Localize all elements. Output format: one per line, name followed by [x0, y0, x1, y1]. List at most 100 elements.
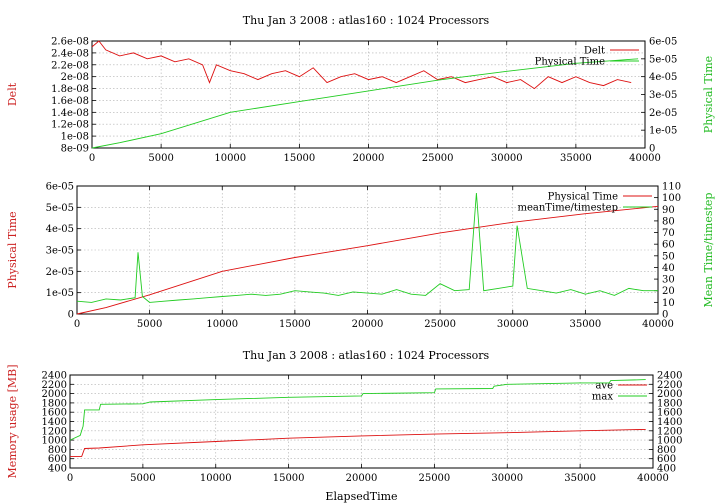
- x-tick-label: 30000: [497, 319, 529, 330]
- series-line-max: [69, 379, 646, 441]
- y2-tick-label: 80: [662, 216, 675, 227]
- y2-tick-label: 30: [662, 275, 675, 286]
- x-tick-label: 15000: [273, 473, 305, 484]
- x-tick-label: 40000: [642, 319, 674, 330]
- y2-tick-label: 100: [662, 193, 681, 204]
- y2-tick-label: 40: [662, 263, 675, 274]
- x-tick-label: 15000: [283, 153, 315, 164]
- y2-tick-label: 90: [662, 205, 675, 216]
- y-tick-label: 1600: [42, 408, 67, 419]
- plot-frame: [69, 374, 654, 469]
- y-tick-label: 6e-05: [46, 182, 74, 193]
- x-tick-label: 25000: [418, 473, 450, 484]
- y2-tick-label: 1600: [657, 408, 682, 419]
- y2-tick-label: 1e-05: [649, 126, 677, 137]
- x-tick-label: 30000: [491, 153, 523, 164]
- y-tick-label: 3e-05: [46, 246, 74, 257]
- y2-axis-label: Physical Time: [702, 56, 715, 133]
- series-line-meantime-timestep: [76, 192, 658, 303]
- y-tick-label: 1.8e-08: [51, 84, 89, 95]
- plots: 0 5000 10000 15000 20000 25000 30000 35000 40000…: [6, 37, 715, 504]
- y-tick-label: 1200: [42, 426, 67, 437]
- x-tick-label: 40000: [629, 153, 661, 164]
- y-tick-label: 1e-08: [61, 132, 89, 143]
- y-tick-label: 2e-08: [61, 72, 89, 83]
- y-tick-label: 1e-05: [46, 288, 74, 299]
- x-tick-label: 5000: [137, 319, 162, 330]
- y2-tick-label: 0: [649, 144, 655, 155]
- y-tick-label: 2400: [42, 371, 67, 382]
- y-axis-label: Delt: [6, 82, 19, 106]
- y-tick-label: 600: [48, 454, 67, 465]
- y2-tick-label: 110: [662, 182, 681, 193]
- y2-tick-label: 400: [657, 464, 676, 475]
- y2-tick-label: 2400: [657, 371, 682, 382]
- x-tick-label: 5000: [130, 473, 155, 484]
- title-top: Thu Jan 3 2008 : atlas160 : 1024 Process…: [243, 14, 490, 27]
- x-tick-label: 25000: [424, 319, 456, 330]
- series-line-physical-time: [76, 205, 659, 315]
- x-tick-label: 20000: [352, 319, 384, 330]
- plot-3: 0 5000 10000 15000 20000 25000 30000 35000 40000…: [6, 364, 682, 503]
- y-tick-label: 2000: [42, 389, 67, 400]
- y2-tick-label: 10: [662, 298, 675, 309]
- y2-tick-label: 4e-05: [649, 72, 677, 83]
- x-tick-label: 5000: [148, 153, 173, 164]
- legend-label: Physical Time: [548, 192, 618, 203]
- y-tick-label: 1000: [42, 436, 67, 447]
- y-tick-label: 1.4e-08: [51, 108, 89, 119]
- y-tick-label: 2.6e-08: [51, 37, 89, 48]
- x-tick-label: 25000: [422, 153, 454, 164]
- y2-tick-label: 5e-05: [649, 54, 677, 65]
- x-tick-label: 20000: [353, 153, 385, 164]
- plot-1: 0 5000 10000 15000 20000 25000 30000 35000 40000…: [6, 37, 715, 165]
- y-tick-label: 2200: [42, 380, 67, 391]
- y2-tick-label: 2e-05: [649, 108, 677, 119]
- y2-tick-label: 1800: [657, 398, 682, 409]
- x-tick-label: 0: [67, 473, 73, 484]
- y2-tick-label: 6e-05: [649, 37, 677, 48]
- y-tick-label: 4e-05: [46, 224, 74, 235]
- y-tick-label: 8e-09: [61, 144, 89, 155]
- y2-axis-label: Mean Time/timestep: [702, 193, 715, 308]
- y-tick-label: 2.4e-08: [51, 48, 89, 59]
- x-tick-label: 15000: [279, 319, 311, 330]
- legend-label: Delt: [584, 46, 605, 57]
- y2-tick-label: 600: [657, 454, 676, 465]
- y2-tick-label: 2200: [657, 380, 682, 391]
- y-tick-label: 0: [68, 310, 74, 321]
- x-tick-label: 30000: [491, 473, 523, 484]
- y2-tick-label: 70: [662, 228, 675, 239]
- title-bottom: Thu Jan 3 2008 : atlas160 : 1024 Process…: [243, 349, 490, 362]
- y-tick-label: 800: [48, 445, 67, 456]
- y-tick-label: 2.2e-08: [51, 60, 89, 71]
- y2-tick-label: 20: [662, 286, 675, 297]
- x-tick-label: 10000: [206, 319, 238, 330]
- y-axis-label: Memory usage [MB]: [6, 364, 19, 478]
- x-tick-label: 10000: [200, 473, 232, 484]
- y2-tick-label: 3e-05: [649, 90, 677, 101]
- y2-tick-label: 0: [662, 310, 668, 321]
- y-tick-label: 1.6e-08: [51, 96, 89, 107]
- legend-label: Physical Time: [535, 57, 605, 68]
- legend-label: max: [592, 392, 613, 403]
- x-axis-label: ElapsedTime: [325, 490, 397, 503]
- y-axis-label: Physical Time: [6, 211, 19, 288]
- y-tick-label: 1800: [42, 398, 67, 409]
- plot-frame: [76, 185, 659, 315]
- y2-tick-label: 1200: [657, 426, 682, 437]
- x-tick-label: 0: [89, 153, 95, 164]
- x-tick-label: 35000: [564, 473, 596, 484]
- y2-tick-label: 1000: [657, 436, 682, 447]
- y2-tick-label: 50: [662, 251, 675, 262]
- y-tick-label: 5e-05: [46, 203, 74, 214]
- y2-tick-label: 2000: [657, 389, 682, 400]
- x-tick-label: 0: [74, 319, 80, 330]
- y2-tick-label: 800: [657, 445, 676, 456]
- series-line-physical-time: [91, 58, 639, 149]
- x-tick-label: 35000: [569, 319, 601, 330]
- y-tick-label: 400: [48, 464, 67, 475]
- y-tick-label: 1400: [42, 417, 67, 428]
- y-tick-label: 1.2e-08: [51, 120, 89, 131]
